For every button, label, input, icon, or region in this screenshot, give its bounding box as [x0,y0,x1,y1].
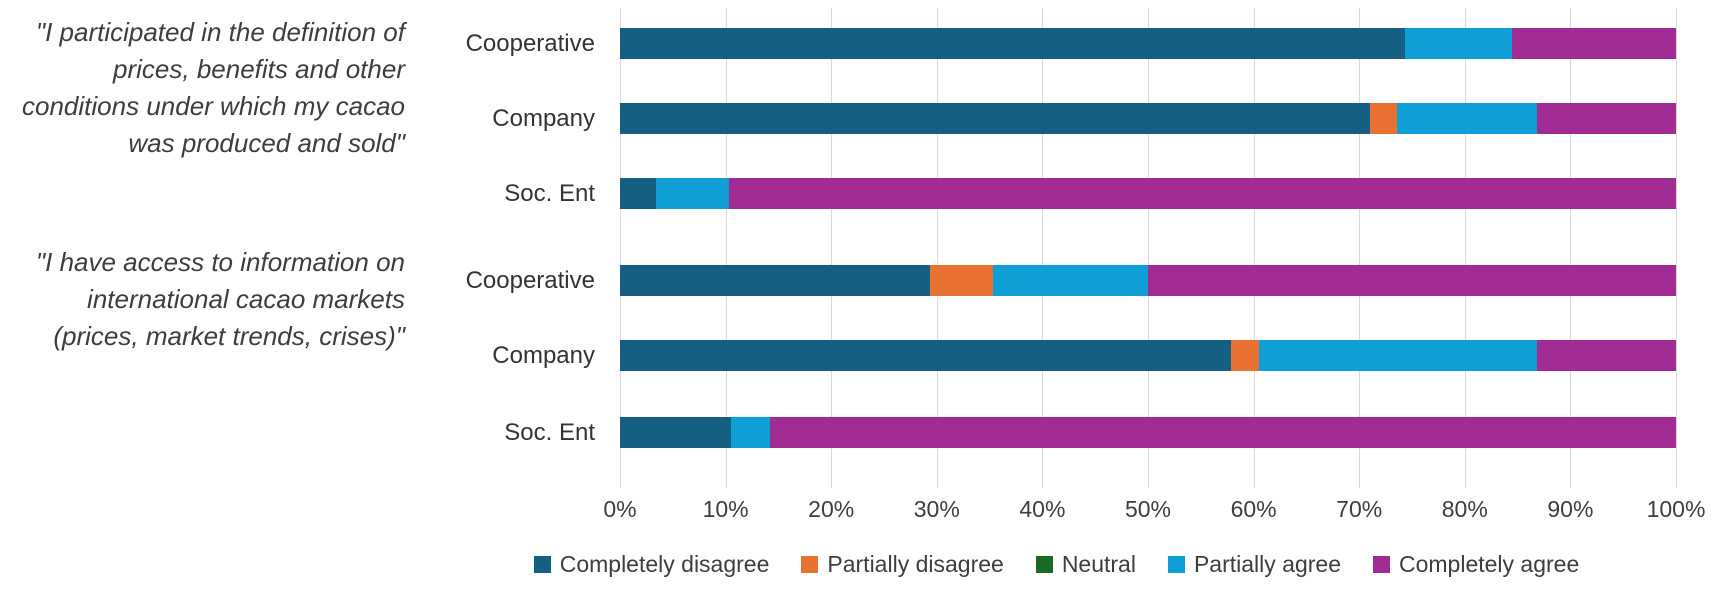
legend-label: Completely agree [1399,551,1580,577]
bar-segment-completely-agree [1512,28,1676,59]
x-tick-label: 60% [1230,496,1277,522]
bar-segment-partially-agree [1397,103,1537,134]
bar-row [620,265,1676,296]
gridline [1676,8,1677,460]
legend-label: Neutral [1061,551,1136,577]
axis-tick-mark [831,460,833,488]
bar-segment-completely-disagree [620,178,656,209]
bar-segment-completely-agree [1536,340,1676,371]
axis-tick-mark [620,460,621,488]
bar-segment-partially-agree [655,178,729,209]
bar-row [620,340,1676,371]
axis-tick-mark [1570,460,1572,488]
bar-segment-completely-disagree [620,340,1232,371]
x-tick-label: 50% [1124,496,1172,522]
bar-segment-partially-agree [1258,340,1537,371]
question-label-2: "I have access to information on interna… [35,247,405,351]
x-tick-label: 90% [1547,496,1594,522]
gridline [1359,8,1361,460]
bar-row [620,103,1676,134]
x-tick-label: 10% [702,496,749,522]
gridline [1570,8,1572,460]
bar-row [620,28,1676,59]
bar-segment-completely-agree [1536,103,1676,134]
axis-tick-mark [1148,460,1149,488]
gridline [936,8,938,460]
x-tick-label: 20% [808,496,855,522]
gridline [1042,8,1044,460]
x-tick-label: 80% [1441,496,1488,522]
axis-tick-mark [1253,460,1255,488]
gridline [725,8,727,460]
bar-row [620,417,1676,448]
legend-item: Completely disagree [533,551,770,578]
category-label: Cooperative [465,267,595,294]
plot-area: Cooperative Company Soc. Ent Cooperative Com… [466,8,1677,488]
gridline [1148,8,1149,460]
bar-segment-completely-disagree [620,417,731,448]
bar-segment-completely-disagree [620,103,1370,134]
bar-segment-partially-agree [730,417,770,448]
x-axis: 0% 10% 20% 30% 40% 50% 60% 70% 80% 90% 100% [603,496,1705,530]
category-label: Company [492,105,595,132]
axis-tick-mark [1359,460,1361,488]
legend-item: Partially disagree [801,551,1004,578]
gridline [1464,8,1466,460]
legend-swatch-icon [1373,556,1390,573]
category-label: Soc. Ent [504,419,595,446]
bar-segment-completely-disagree [620,28,1405,59]
axis-tick-mark [1464,460,1466,488]
x-tick-label: 0% [603,496,637,522]
x-tick-label: 40% [1019,496,1066,522]
bar-segment-completely-agree [769,417,1676,448]
x-tick-label: 100% [1646,496,1706,522]
category-label: Company [492,342,595,369]
question-label-1: "I participated in the definition of pri… [22,17,405,158]
legend-swatch-icon [801,556,819,573]
axis-tick-mark [936,460,938,488]
bar-segment-partially-disagree [1231,340,1259,371]
gridline [620,8,621,460]
bar-segment-completely-agree [1147,265,1676,296]
gridline [831,8,833,460]
legend-item: Neutral [1035,551,1136,578]
legend-swatch-icon [533,556,551,573]
bar-segment-partially-disagree [1369,103,1398,134]
legend-item: Partially agree [1167,551,1341,578]
bar-segment-completely-agree [728,178,1676,209]
category-label: Soc. Ent [504,180,595,207]
x-tick-label: 70% [1336,496,1383,522]
category-label: Cooperative [465,30,595,57]
legend-item: Completely agree [1373,551,1579,578]
axis-tick-mark [1676,460,1677,488]
legend-swatch-icon [1167,556,1185,573]
bar-segment-partially-disagree [930,265,993,296]
bar-row [620,178,1676,209]
bar-segment-partially-agree [1404,28,1513,59]
gridline [1253,8,1255,460]
axis-tick-mark [725,460,727,488]
x-tick-label: 30% [913,496,960,522]
bar-segment-completely-disagree [620,265,931,296]
legend-label: Completely disagree [559,551,770,577]
legend-label: Partially disagree [827,551,1004,577]
bar-segment-partially-agree [992,265,1148,296]
legend-label: Partially agree [1193,551,1341,577]
legend-swatch-icon [1035,556,1053,573]
axis-tick-mark [1042,460,1044,488]
legend: Completely disagree Partially disagree Neu… [400,551,1713,578]
